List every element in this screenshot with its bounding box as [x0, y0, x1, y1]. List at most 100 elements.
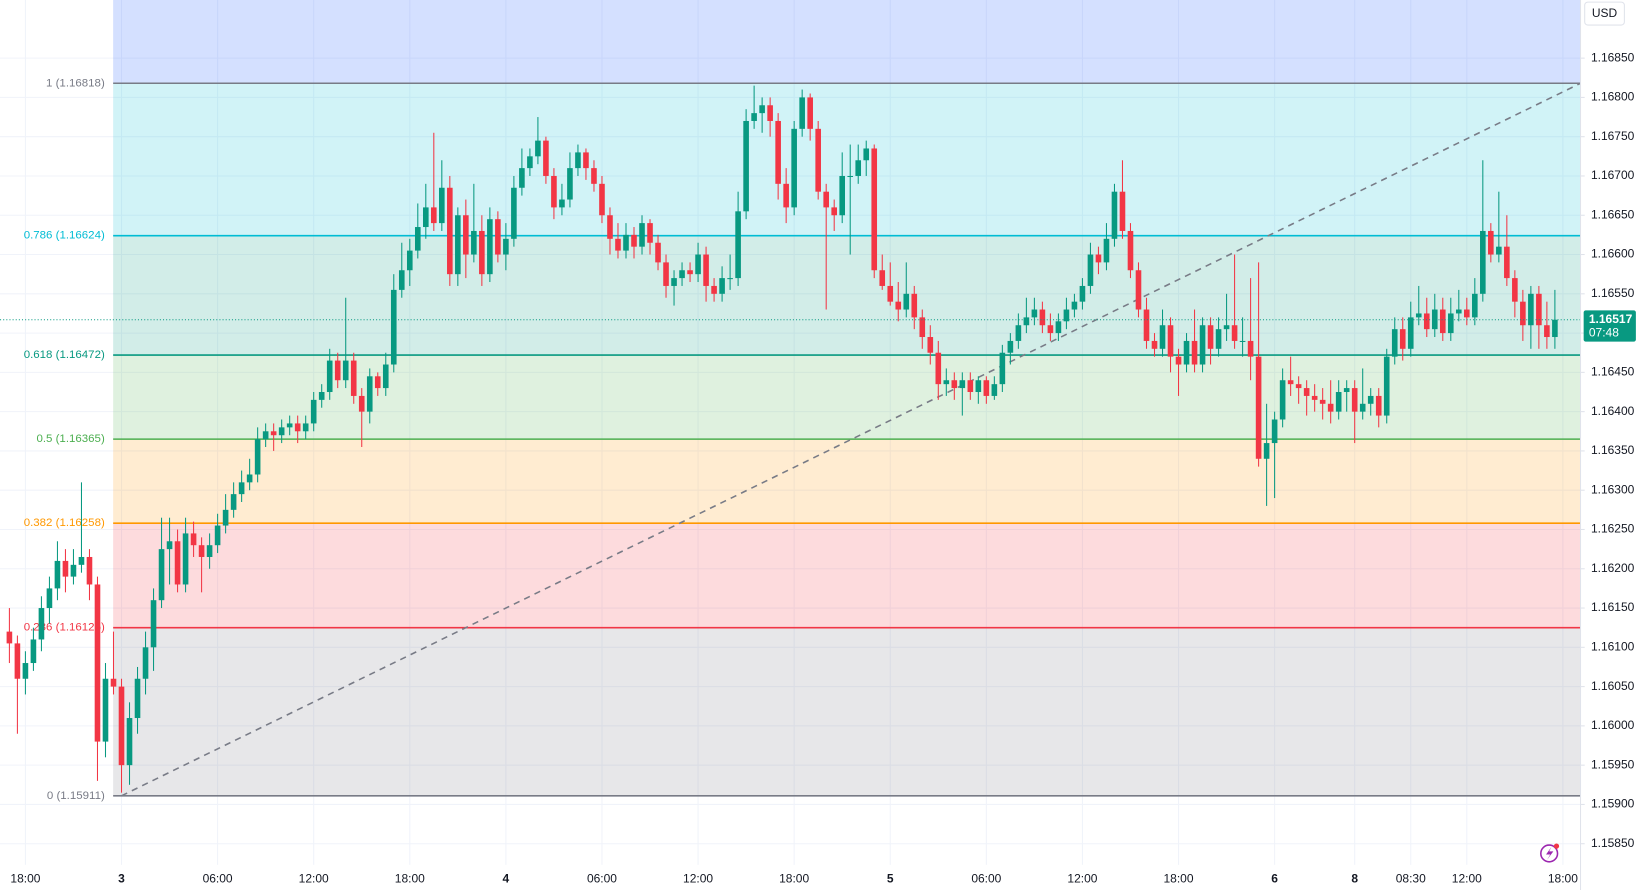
time-axis-bg — [0, 864, 1581, 890]
candle-body — [1023, 317, 1030, 326]
y-tick-label: 1.16650 — [1591, 207, 1635, 221]
price-axis-bg — [1580, 0, 1638, 890]
candle-body — [382, 364, 389, 389]
x-tick-label: 3 — [118, 872, 125, 886]
candle-body — [487, 219, 493, 275]
candle-body — [310, 399, 317, 424]
candle-body — [110, 678, 117, 687]
candle-body — [1335, 392, 1342, 412]
fib-band — [113, 83, 1581, 236]
candle-body — [1135, 270, 1142, 310]
candle-body — [503, 238, 509, 255]
candle-body — [270, 431, 277, 436]
candle-body — [206, 545, 213, 557]
candle-body — [847, 175, 854, 178]
candle-body — [1143, 309, 1150, 341]
candle-body — [967, 380, 974, 393]
candle-body — [439, 187, 445, 224]
candle-body — [1287, 380, 1294, 385]
candle-body — [735, 211, 741, 279]
candle-body — [1439, 309, 1446, 334]
candle-body — [1407, 317, 1414, 349]
candle-body — [374, 376, 381, 389]
fib-band — [113, 627, 1581, 796]
candle-body — [1447, 313, 1454, 334]
y-tick-label: 1.16800 — [1591, 90, 1635, 104]
candle-body — [1175, 356, 1182, 365]
candle-body — [230, 494, 237, 510]
last-price-box — [1583, 310, 1636, 342]
candle-body — [334, 360, 341, 381]
candle-body — [1480, 230, 1486, 294]
candle-body — [302, 423, 309, 432]
candle-body — [1167, 325, 1174, 357]
candle-body — [262, 431, 269, 440]
candle-body — [1119, 191, 1126, 231]
candle-body — [390, 289, 397, 365]
candle-body — [919, 317, 926, 338]
candle-body — [134, 678, 141, 719]
candle-body — [1544, 325, 1550, 338]
candle-body — [174, 541, 181, 585]
fib-band — [113, 523, 1581, 628]
currency: USD — [1592, 6, 1618, 20]
candle-body — [278, 427, 285, 436]
candle-body — [831, 207, 837, 216]
candle-body — [1151, 340, 1158, 349]
candle-body — [767, 105, 773, 121]
candle-body — [631, 234, 637, 247]
y-tick-label: 1.16850 — [1591, 50, 1635, 64]
x-tick-label: 12:00 — [1452, 872, 1482, 886]
candle-body — [1391, 329, 1398, 357]
candle-body — [543, 140, 549, 176]
fib-level-label: 0.786 (1.16624) — [24, 230, 105, 242]
candle-body — [783, 183, 789, 208]
candle-body — [38, 608, 45, 640]
candle-body — [1399, 329, 1406, 349]
candle-body — [711, 285, 717, 294]
x-tick-label: 18:00 — [10, 872, 40, 886]
icon-bolt — [1546, 847, 1554, 860]
candle-body — [791, 128, 797, 208]
candle-body — [118, 686, 125, 766]
candle-body — [1431, 309, 1438, 330]
candle-body — [214, 525, 221, 546]
fib-level-label: 0 (1.15911) — [47, 790, 105, 802]
y-tick-label: 1.16250 — [1591, 522, 1635, 536]
y-tick-label: 1.16150 — [1591, 600, 1635, 614]
candle-body — [126, 718, 133, 766]
last-price-label: 1.16517 — [1589, 312, 1633, 326]
x-tick-label: 18:00 — [395, 872, 425, 886]
candle-body — [927, 337, 934, 353]
x-tick-label: 5 — [887, 872, 894, 886]
candle-body — [1015, 325, 1022, 341]
candle-body — [166, 541, 173, 550]
candle-body — [1279, 380, 1286, 420]
currency-box[interactable] — [1584, 1, 1625, 26]
candle-body — [991, 384, 998, 396]
candle-body — [695, 254, 701, 275]
candle-body — [358, 395, 365, 412]
y-tick-label: 1.16100 — [1591, 639, 1635, 653]
candle-body — [62, 560, 69, 577]
candle-body — [294, 423, 301, 432]
candle-body — [623, 234, 629, 251]
candle-body — [799, 97, 805, 129]
candle-body — [1552, 319, 1558, 338]
candle-body — [246, 474, 253, 483]
y-tick-label: 1.16050 — [1591, 679, 1635, 693]
candle-body — [1159, 325, 1166, 349]
candle-body — [1255, 356, 1262, 459]
candle-body — [190, 533, 197, 546]
x-tick-label: 18:00 — [1164, 872, 1194, 886]
y-tick-label: 1.16750 — [1591, 129, 1635, 143]
y-tick-label: 1.16400 — [1591, 404, 1635, 418]
candle-body — [1247, 340, 1254, 357]
candle-body — [703, 254, 709, 286]
icon-ring — [1540, 844, 1559, 863]
x-tick-label: 08:30 — [1396, 872, 1426, 886]
candle-body — [903, 293, 910, 310]
y-tick-label: 1.16700 — [1591, 168, 1635, 182]
candle-body — [1455, 309, 1462, 314]
lightning-icon[interactable] — [1540, 843, 1560, 863]
